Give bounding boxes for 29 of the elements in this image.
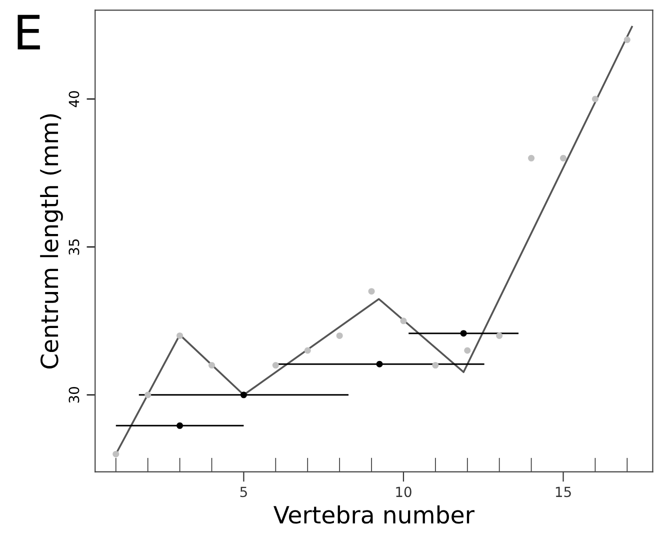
point <box>496 332 503 339</box>
point <box>560 154 567 162</box>
chart-title: E <box>18 14 40 50</box>
y-tick-label: 35 <box>68 239 80 255</box>
point <box>368 288 375 295</box>
point <box>176 332 184 339</box>
point <box>176 422 184 429</box>
point <box>112 450 120 458</box>
point <box>624 36 630 44</box>
x-tick-label: 15 <box>556 486 571 498</box>
y-tick-label: 40 <box>68 91 80 108</box>
point <box>400 318 407 324</box>
point <box>528 154 535 162</box>
x-tick-label: 5 <box>240 486 247 498</box>
point <box>592 96 598 102</box>
point <box>336 332 343 339</box>
point <box>144 392 152 398</box>
point <box>376 360 383 368</box>
y-axis-title: Centrum length (mm) <box>40 114 63 368</box>
point <box>272 362 279 369</box>
point <box>208 362 216 369</box>
point <box>240 392 247 398</box>
y-tick-label: 30 <box>68 386 80 403</box>
x-axis-title: Vertebra number <box>274 505 474 524</box>
point <box>432 362 439 369</box>
x-tick-label: 10 <box>396 486 412 498</box>
point <box>464 347 471 354</box>
point <box>304 347 311 354</box>
point <box>460 330 467 337</box>
